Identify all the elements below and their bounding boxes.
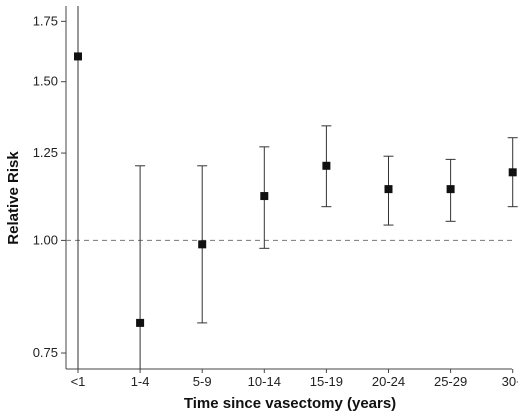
y-axis-ticks: 0.75 1.00 1.25 1.50 1.75 [33,13,66,360]
y-tick-label: 1.25 [33,145,58,160]
x-tick-label: 1-4 [131,374,150,389]
x-tick-label: 10-14 [248,374,281,389]
point-marker [508,168,517,177]
y-tick-label: 0.75 [33,345,58,360]
x-tick-label: 5-9 [193,374,212,389]
point-marker [198,240,207,249]
point-marker [446,185,455,194]
x-axis-title: Time since vasectomy (years) [184,395,396,412]
y-axis-title: Relative Risk [5,151,22,245]
x-tick-label: 15-19 [310,374,343,389]
point-marker [384,185,393,194]
error-bar [135,165,146,369]
point-marker [260,192,269,201]
x-axis-ticks: <1 1-4 5-9 10-14 15-19 20-24 25-29 30+ [71,369,518,389]
point-marker [74,52,82,61]
point-marker [322,161,331,170]
y-tick-label: 1.50 [33,74,58,89]
point-marker [136,318,145,327]
x-tick-label: 20-24 [372,374,405,389]
x-tick-label: 25-29 [434,374,467,389]
x-tick-label: 30+ [502,374,518,389]
y-tick-label: 1.00 [33,232,58,247]
plot-area [65,6,518,370]
x-tick-label: <1 [71,374,86,389]
y-tick-label: 1.75 [33,13,58,28]
